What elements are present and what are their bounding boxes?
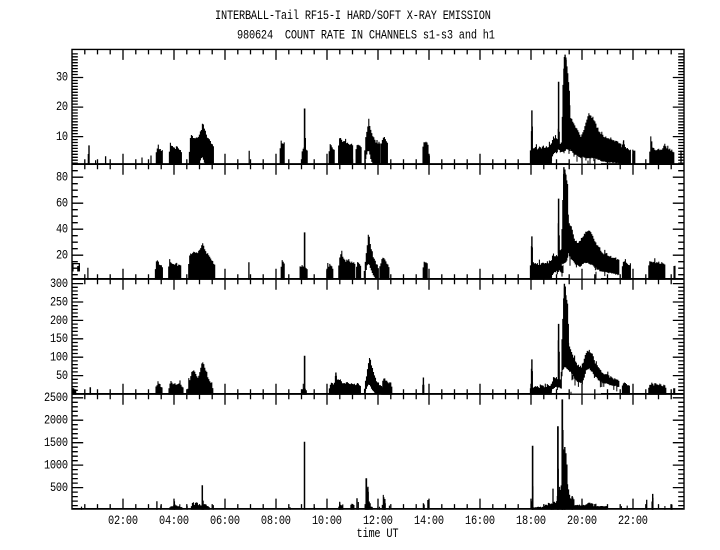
svg-text:12:00: 12:00 xyxy=(363,513,393,529)
svg-text:60: 60 xyxy=(56,195,68,211)
svg-text:980624 COUNT RATE IN CHANNELS: 980624 COUNT RATE IN CHANNELS s1-s3 and … xyxy=(237,28,495,44)
svg-text:20:00: 20:00 xyxy=(567,513,597,529)
svg-text:100: 100 xyxy=(50,349,68,365)
svg-text:06:00: 06:00 xyxy=(210,513,240,529)
svg-text:300: 300 xyxy=(50,276,68,292)
svg-text:20: 20 xyxy=(56,99,68,115)
svg-text:10: 10 xyxy=(56,129,68,145)
svg-text:20: 20 xyxy=(56,247,68,263)
svg-text:16:00: 16:00 xyxy=(465,513,495,529)
svg-text:2000: 2000 xyxy=(44,412,68,428)
svg-text:08:00: 08:00 xyxy=(261,513,291,529)
svg-text:30: 30 xyxy=(56,70,68,86)
svg-text:1500: 1500 xyxy=(44,435,68,451)
svg-text:02:00: 02:00 xyxy=(108,513,138,529)
svg-text:time UT: time UT xyxy=(357,526,399,542)
svg-text:50: 50 xyxy=(56,368,68,384)
svg-text:14:00: 14:00 xyxy=(414,513,444,529)
svg-text:200: 200 xyxy=(50,313,68,329)
svg-text:40: 40 xyxy=(56,221,68,237)
svg-text:INTERBALL-Tail RF15-I HARD/SOF: INTERBALL-Tail RF15-I HARD/SOFT X-RAY EM… xyxy=(215,8,491,24)
svg-text:22:00: 22:00 xyxy=(618,513,648,529)
svg-text:18:00: 18:00 xyxy=(516,513,546,529)
svg-text:500: 500 xyxy=(50,480,68,496)
svg-text:04:00: 04:00 xyxy=(159,513,189,529)
svg-text:250: 250 xyxy=(50,294,68,310)
svg-text:1000: 1000 xyxy=(44,457,68,473)
svg-text:10:00: 10:00 xyxy=(312,513,342,529)
svg-text:150: 150 xyxy=(50,331,68,347)
svg-text:2500: 2500 xyxy=(44,390,68,406)
svg-text:80: 80 xyxy=(56,169,68,185)
